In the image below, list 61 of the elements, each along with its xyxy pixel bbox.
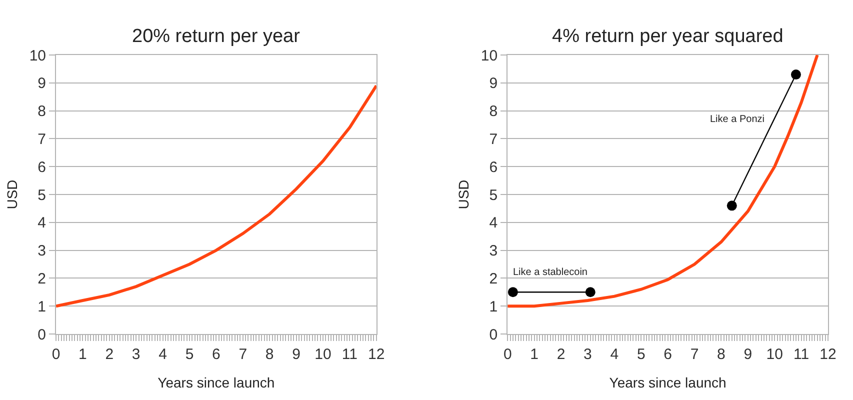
x-tick-label: 11 [342, 346, 358, 363]
y-tick-label: 2 [38, 270, 46, 288]
y-tick-label: 6 [489, 158, 498, 176]
y-axis-title: USD [4, 180, 20, 210]
y-axis-title: USD [456, 180, 472, 210]
y-tick-label: 3 [38, 242, 46, 260]
x-tick-label: 9 [744, 346, 752, 363]
x-tick-label: 7 [690, 346, 699, 363]
x-tick-label: 7 [238, 346, 248, 363]
y-tick-label: 0 [489, 326, 498, 344]
x-tick-label: 4 [158, 346, 167, 363]
x-tick-label: 10 [314, 346, 332, 363]
y-tick-label: 8 [489, 103, 498, 120]
x-tick-label: 0 [503, 346, 512, 363]
chart-title: 20% return per year [132, 26, 301, 47]
x-tick-label: 3 [584, 346, 592, 363]
x-tick-label: 2 [556, 346, 566, 363]
x-tick-label: 9 [292, 346, 300, 363]
y-tick-label: 7 [38, 130, 46, 148]
x-tick-label: 8 [265, 346, 274, 363]
line-series [508, 55, 819, 308]
x-axis-title: Years since launch [158, 374, 275, 390]
x-tick-label: 11 [794, 346, 810, 363]
x-tick-label: 0 [52, 346, 60, 363]
x-tick-label: 12 [368, 346, 385, 363]
x-tick-label: 10 [766, 346, 783, 363]
annotation: Like a Ponzi [710, 114, 764, 125]
x-tick-label: 5 [636, 346, 646, 363]
y-tick-label: 5 [489, 186, 498, 204]
point [585, 287, 596, 298]
y-tick-label: 10 [29, 47, 46, 64]
y-tick-label: 6 [38, 158, 46, 176]
x-tick-label: 1 [78, 346, 87, 363]
x-tick-label: 8 [717, 346, 726, 363]
x-tick-label: 1 [530, 346, 538, 363]
y-tick-label: 9 [489, 75, 498, 92]
y-tick-label: 4 [38, 214, 46, 232]
point [726, 200, 737, 211]
point [508, 287, 518, 298]
y-tick-label: 0 [38, 326, 46, 344]
y-tick-label: 5 [38, 186, 46, 204]
y-tick-label: 10 [480, 47, 498, 64]
x-tick-label: 6 [212, 346, 220, 363]
x-tick-label: 2 [105, 346, 114, 363]
x-tick-label: 3 [132, 346, 140, 363]
y-tick-label: 2 [489, 270, 498, 288]
y-tick-label: 1 [38, 298, 46, 316]
point [790, 70, 801, 80]
annotation: Like a stablecoin [513, 267, 588, 278]
x-tick-label: 4 [610, 346, 619, 363]
y-tick-label: 8 [38, 103, 46, 120]
x-axis-title: Years since launch [609, 374, 726, 390]
y-tick-label: 9 [38, 75, 46, 92]
y-tick-label: 3 [489, 242, 498, 260]
x-tick-label: 6 [664, 346, 672, 363]
y-tick-label: 4 [489, 214, 498, 232]
x-tick-label: 12 [820, 346, 836, 363]
chart-title: 4% return per year squared [552, 26, 784, 47]
x-tick-label: 5 [185, 346, 194, 363]
y-tick-label: 7 [489, 130, 498, 148]
y-tick-label: 1 [489, 298, 498, 316]
